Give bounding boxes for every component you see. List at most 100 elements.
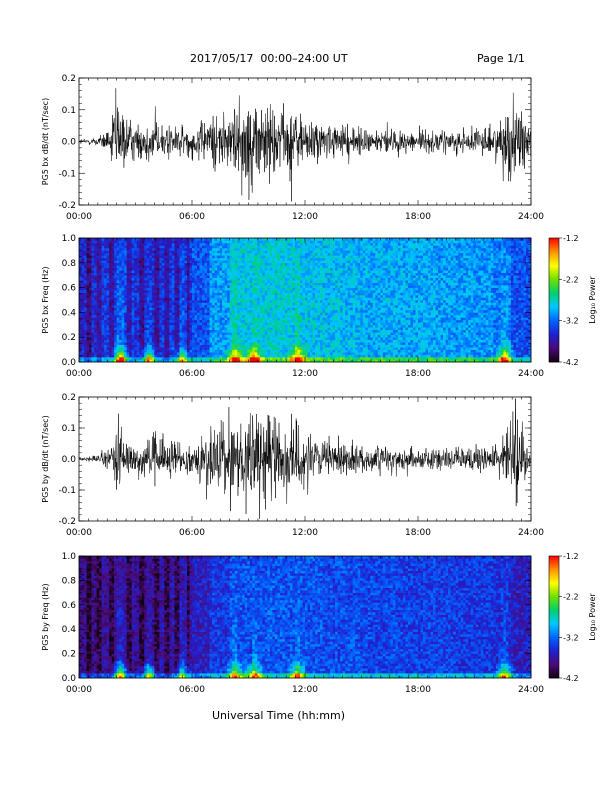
spectrogram-cell [275,263,278,266]
spectrogram-cell [197,255,200,258]
spectrogram-cell [285,357,288,360]
spectrogram-cell [162,352,165,355]
spectrogram-cell [252,305,255,308]
spectrogram-cell [210,317,213,320]
spectrogram-cell [232,302,235,305]
spectrogram-cell [235,315,238,318]
spectrogram-cell [205,240,208,243]
spectrogram-cell [124,293,127,296]
spectrogram-cell [107,243,110,246]
spectrogram-cell [305,332,308,335]
spectrogram-cell [260,322,263,325]
spectrogram-cell [97,325,100,328]
spectrogram-cell [207,300,210,303]
spectrogram-cell [302,350,305,353]
spectrogram-cell [225,352,228,355]
spectrogram-cell [270,283,273,286]
spectrogram-cell [182,350,185,353]
spectrogram-cell [192,332,195,335]
spectrogram-cell [104,317,107,320]
spectrogram-cell [267,340,270,343]
spectrogram-cell [232,310,235,313]
spectrogram-cell [167,345,170,348]
spectrogram-cell [154,327,157,330]
spectrogram-cell [227,298,230,301]
spectrogram-cell [285,327,288,330]
spectrogram-cell [277,250,280,253]
spectrogram-cell [169,337,172,340]
spectrogram-cell [210,305,213,308]
spectrogram-cell [102,260,105,263]
spectrogram-cell [308,322,311,325]
spectrogram-cell [292,263,295,266]
spectrogram-cell [139,238,142,241]
spectrogram-cell [247,285,250,288]
spectrogram-cell [212,290,215,293]
spectrogram-cell [255,335,258,338]
spectrogram-cell [230,305,233,308]
spectrogram-cell [217,305,220,308]
spectrogram-cell [159,243,162,246]
spectrogram-cell [217,295,220,298]
spectrogram-cell [154,280,157,283]
spectrogram-cell [177,337,180,340]
spectrogram-cell [270,357,273,360]
spectrogram-cell [127,320,130,323]
spectrogram-cell [109,285,112,288]
spectrogram-cell [177,260,180,263]
spectrogram-cell [215,258,218,261]
spectrogram-cell [114,243,117,246]
spectrogram-cell [305,273,308,276]
spectrogram-cell [232,330,235,333]
spectrogram-cell [282,305,285,308]
spectrogram-cell [240,255,243,258]
spectrogram-cell [192,312,195,315]
spectrogram-cell [97,307,100,310]
spectrogram-cell [184,265,187,268]
spectrogram-cell [245,322,248,325]
spectrogram-cell [187,258,190,261]
spectrogram-cell [232,345,235,348]
spectrogram-cell [195,283,198,286]
spectrogram-cell [192,345,195,348]
spectrogram-cell [79,283,82,286]
spectrogram-cell [127,250,130,253]
spectrogram-cell [295,352,298,355]
spectrogram-cell [114,342,117,345]
spectrogram-cell [195,293,198,296]
spectrogram-cell [164,340,167,343]
spectrogram-cell [225,327,228,330]
spectrogram-cell [313,250,316,253]
spectrogram-cell [260,253,263,256]
spectrogram-cell [102,240,105,243]
spectrogram-cell [205,245,208,248]
spectrogram-cell [285,310,288,313]
spectrogram-cell [157,337,160,340]
spectrogram-cell [149,302,152,305]
spectrogram-cell [162,300,165,303]
spectrogram-cell [240,260,243,263]
spectrogram-cell [162,243,165,246]
spectrogram-cell [212,263,215,266]
spectrogram-cell [142,325,145,328]
spectrogram-cell [255,332,258,335]
spectrogram-cell [260,275,263,278]
spectrogram-cell [112,260,115,263]
spectrogram-cell [92,280,95,283]
spectrogram-cell [310,245,313,248]
spectrogram-cell [197,285,200,288]
spectrogram-cell [212,288,215,291]
spectrogram-cell [297,255,300,258]
spectrogram-cell [177,243,180,246]
spectrogram-cell [157,320,160,323]
spectrogram-cell [292,350,295,353]
spectrogram-cell [102,330,105,333]
spectrogram-cell [189,322,192,325]
spectrogram-cell [277,280,280,283]
spectrogram-cell [117,350,120,353]
spectrogram-cell [217,248,220,251]
spectrogram-cell [262,325,265,328]
spectrogram-cell [305,290,308,293]
spectrogram-cell [237,248,240,251]
spectrogram-cell [267,258,270,261]
